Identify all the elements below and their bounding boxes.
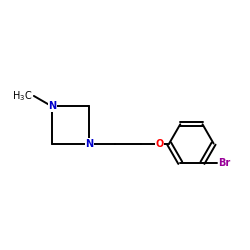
Text: O: O bbox=[155, 138, 163, 148]
Text: N: N bbox=[85, 138, 93, 148]
Text: N: N bbox=[48, 102, 56, 112]
Text: H$_3$C: H$_3$C bbox=[12, 89, 32, 103]
Text: Br: Br bbox=[218, 158, 231, 168]
